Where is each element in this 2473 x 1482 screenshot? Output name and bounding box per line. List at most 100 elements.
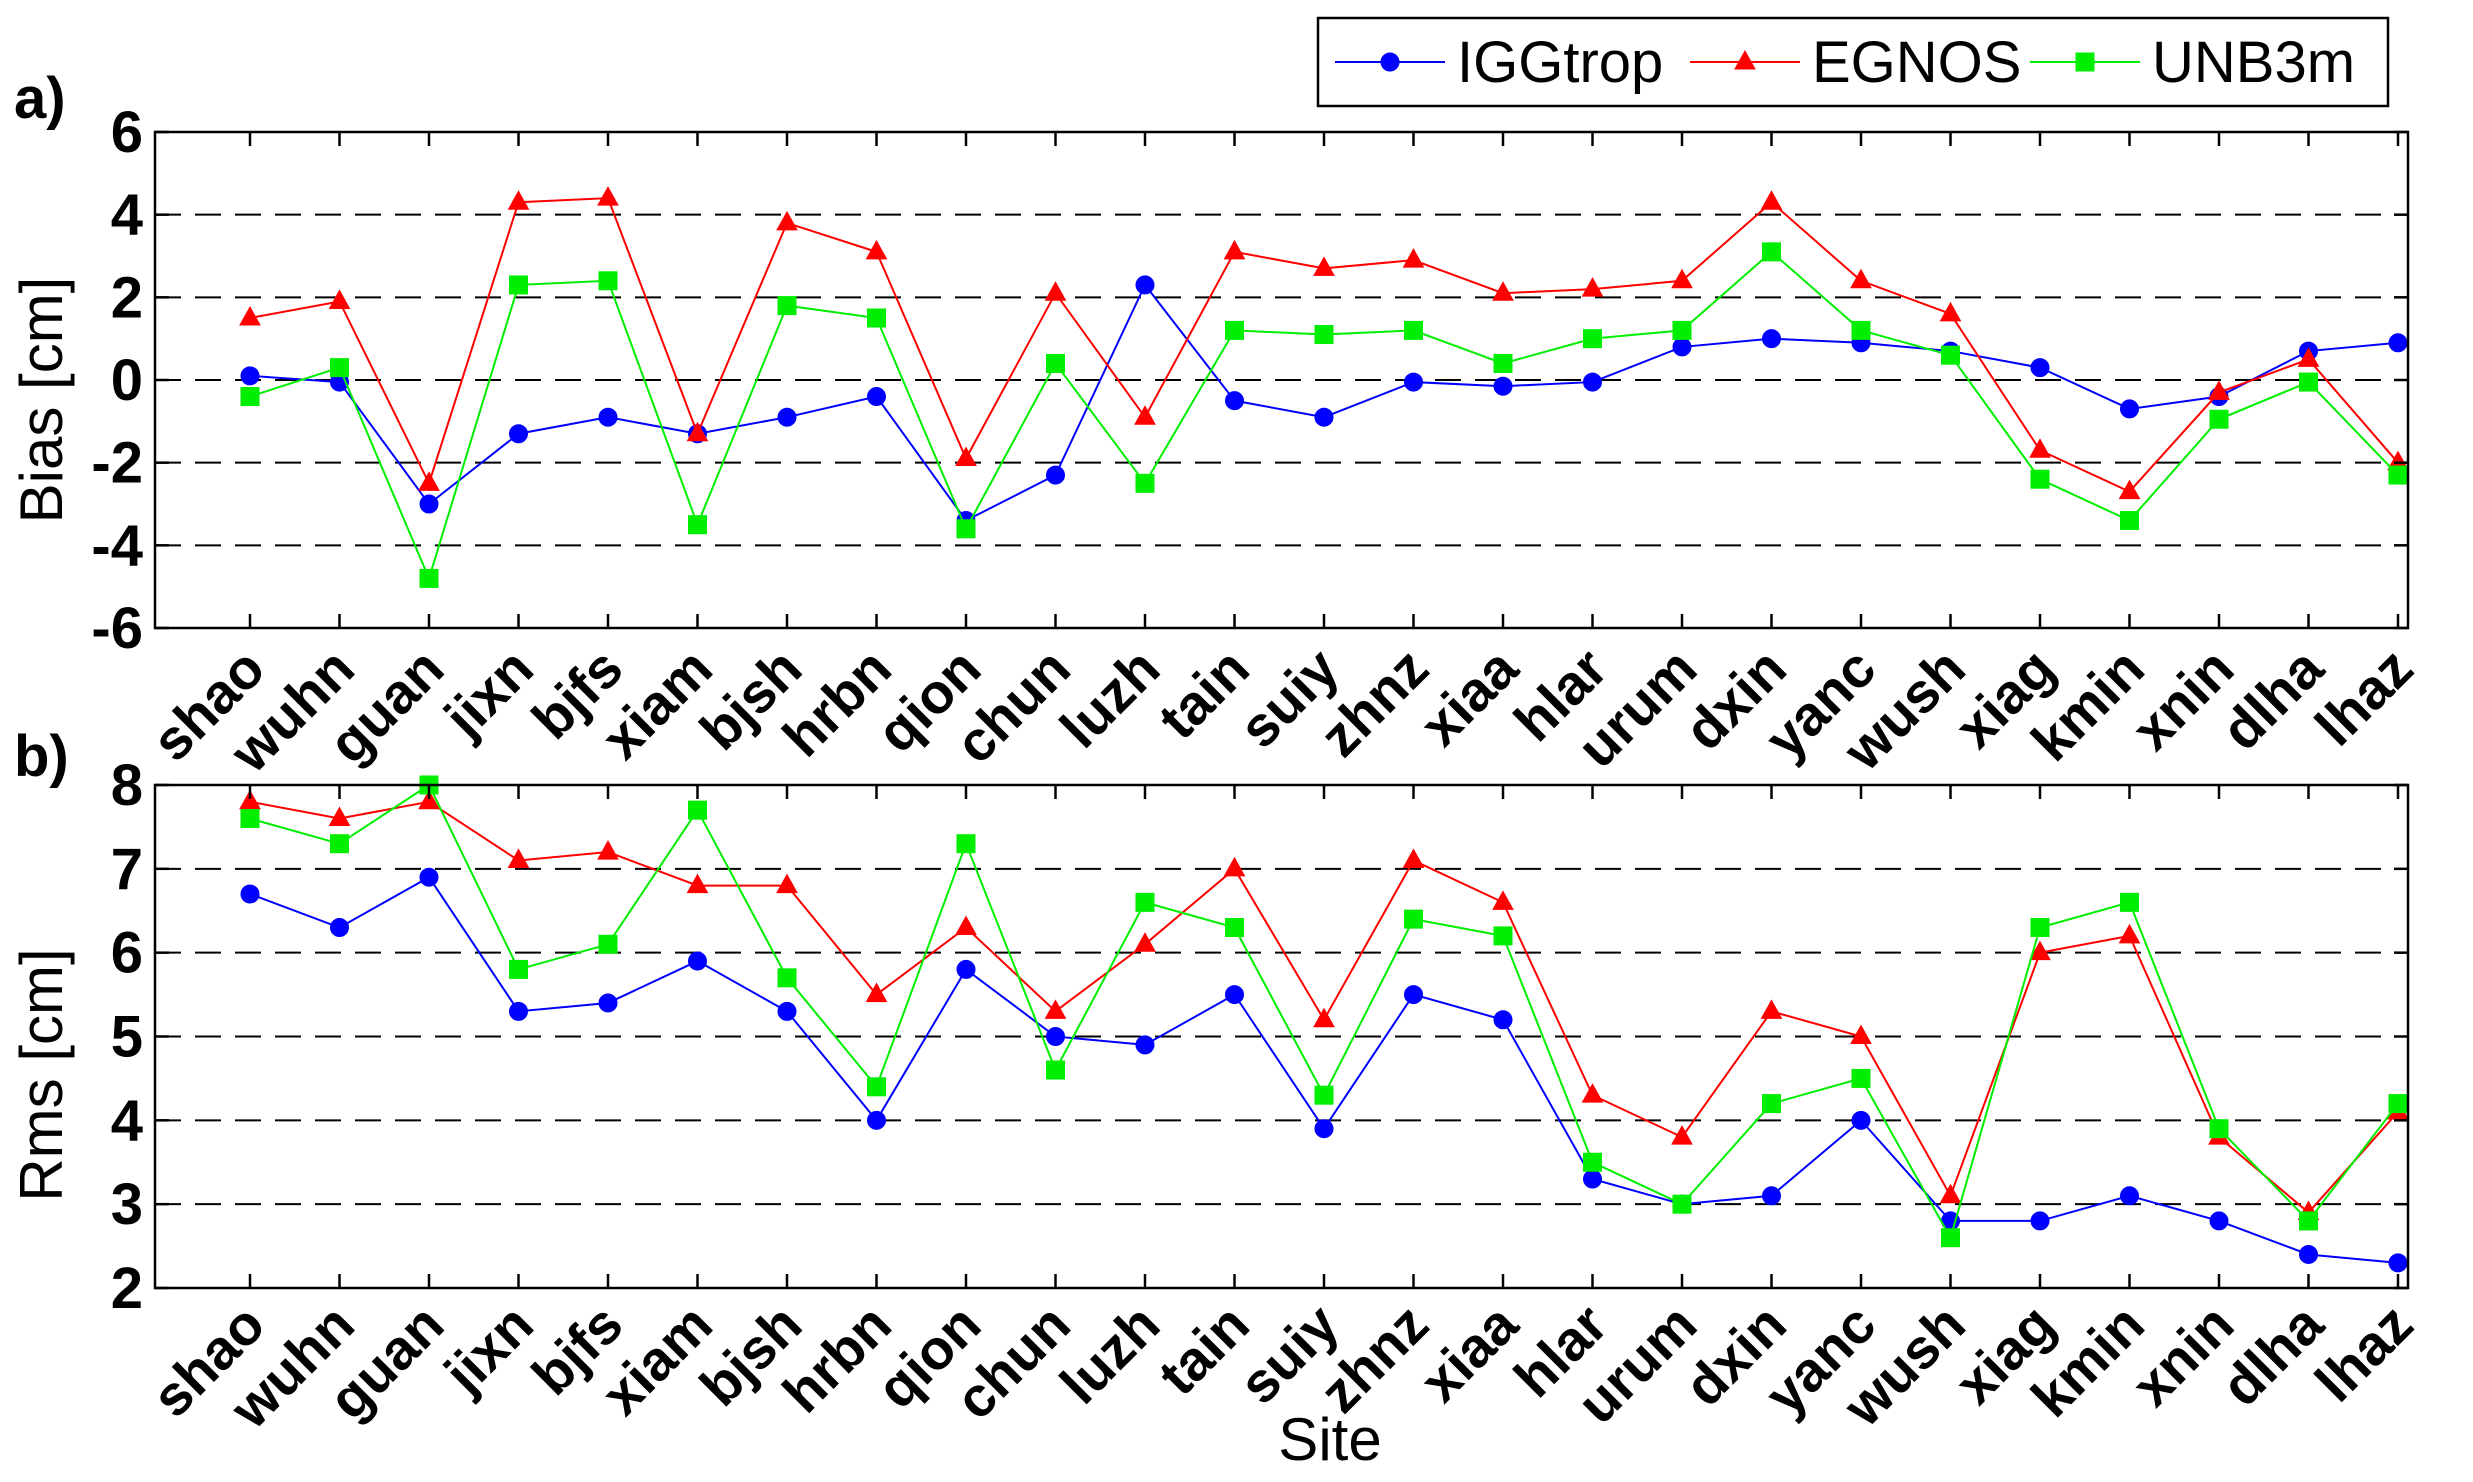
bias-point-iggtrop-xiaa bbox=[1493, 376, 1513, 396]
bias-series-egnos bbox=[239, 186, 2409, 500]
bias-site-label-xiaa: xiaa bbox=[1408, 635, 1530, 757]
bias-point-iggtrop-kmin bbox=[2120, 399, 2139, 419]
bias-ytick-label: 2 bbox=[111, 265, 143, 330]
legend-box bbox=[1316, 16, 2390, 108]
rms-grid bbox=[155, 867, 2408, 1206]
bias-point-unb3m-hrbn bbox=[867, 308, 886, 328]
bias-point-iggtrop-shao bbox=[240, 366, 260, 386]
legend-label-unb3m: UNB3m bbox=[2152, 30, 2355, 95]
legend-marker-unb3m bbox=[2075, 52, 2095, 72]
rms-point-iggtrop-suiy bbox=[1314, 1119, 1334, 1139]
rms-site-label-tain: tain bbox=[1146, 1292, 1261, 1407]
rms-point-unb3m-shao bbox=[240, 809, 260, 829]
bias-point-egnos-qion bbox=[955, 446, 977, 467]
bias-point-egnos-suiy bbox=[1313, 256, 1335, 276]
bias-x-ticks: shaowuhnguanjixnbjfsxiambjshhrbnqionchun… bbox=[140, 132, 2425, 785]
rms-point-egnos-yanc bbox=[1850, 1024, 1872, 1044]
bias-point-unb3m-yanc bbox=[1851, 320, 1871, 340]
bias-point-unb3m-xnin bbox=[2209, 409, 2229, 429]
rms-point-unb3m-zhnz bbox=[1404, 909, 1423, 929]
rms-point-unb3m-xiaa bbox=[1493, 926, 1513, 946]
rms-series bbox=[239, 775, 2409, 1273]
bias-point-iggtrop-jixn bbox=[509, 424, 528, 444]
rms-site-label-xiaa: xiaa bbox=[1408, 1291, 1530, 1413]
bias-grid bbox=[155, 213, 2408, 547]
rms-point-iggtrop-dxin bbox=[1762, 1186, 1781, 1206]
bias-series-unb3m bbox=[240, 242, 2408, 588]
rms-point-egnos-xiaa bbox=[1492, 890, 1514, 910]
rms-point-iggtrop-xiaa bbox=[1493, 1010, 1513, 1030]
rms-point-iggtrop-bjfs bbox=[598, 993, 618, 1013]
bias-point-unb3m-dlha bbox=[2299, 372, 2318, 392]
bias-ytick-label: 4 bbox=[111, 183, 143, 248]
bias-point-unb3m-luzh bbox=[1135, 473, 1155, 493]
bias-site-label-lhaz: lhaz bbox=[2303, 636, 2425, 758]
rms-point-egnos-zhnz bbox=[1402, 848, 1425, 868]
rms-point-unb3m-luzh bbox=[1135, 892, 1155, 912]
rms-point-egnos-hrbn bbox=[865, 982, 888, 1003]
legend-entry-unb3m: UNB3m bbox=[2030, 30, 2355, 95]
rms-point-iggtrop-yanc bbox=[1851, 1110, 1871, 1130]
rms-point-egnos-jixn bbox=[507, 848, 530, 868]
legend-entries: IGGtrop EGNOS UNB3m bbox=[1335, 30, 2355, 95]
bias-point-unb3m-guan bbox=[419, 568, 439, 588]
bias-point-egnos-tain bbox=[1223, 239, 1246, 260]
rms-point-egnos-bjfs bbox=[597, 840, 619, 860]
bias-point-unb3m-hlar bbox=[1583, 329, 1602, 349]
bias-ytick-label: -4 bbox=[91, 513, 143, 578]
rms-ytick-label: 3 bbox=[111, 1172, 143, 1237]
rms-y-ticks: 2 3 4 5 6 7 8 bbox=[111, 753, 2408, 1321]
bias-point-unb3m-dxin bbox=[1762, 242, 1781, 262]
rms-ytick-label: 7 bbox=[111, 837, 143, 902]
bias-point-iggtrop-urum bbox=[1672, 337, 1692, 357]
bias-point-egnos-xiaa bbox=[1492, 281, 1514, 301]
rms-point-iggtrop-lhaz bbox=[2388, 1253, 2408, 1273]
rms-series-iggtrop bbox=[240, 867, 2408, 1273]
bias-ytick-label: 0 bbox=[111, 348, 143, 413]
bias-point-iggtrop-suiy bbox=[1314, 407, 1334, 427]
rms-ytick-label: 2 bbox=[111, 1256, 143, 1321]
rms-point-egnos-chun bbox=[1044, 999, 1067, 1019]
bias-point-iggtrop-hlar bbox=[1583, 372, 1602, 392]
bias-point-unb3m-shao bbox=[240, 387, 260, 407]
rms-point-unb3m-lhaz bbox=[2388, 1094, 2408, 1114]
rms-point-egnos-guan bbox=[418, 789, 440, 810]
rms-point-unb3m-urum bbox=[1672, 1194, 1692, 1214]
bias-point-unb3m-chun bbox=[1046, 353, 1065, 373]
legend: IGGtrop EGNOS UNB3m bbox=[1316, 16, 2390, 108]
rms-point-egnos-xiam bbox=[686, 873, 709, 894]
rms-point-iggtrop-kmin bbox=[2120, 1186, 2139, 1206]
legend-marker-egnos bbox=[1734, 49, 1756, 70]
bias-site-label-jixn: jixn bbox=[432, 636, 545, 749]
rms-point-egnos-wuhn bbox=[328, 806, 351, 827]
bias-ytick-label: -2 bbox=[91, 431, 143, 496]
rms-point-unb3m-chun bbox=[1046, 1060, 1065, 1080]
rms-point-unb3m-qion bbox=[956, 834, 976, 854]
rms-site-label-luzh: luzh bbox=[1048, 1292, 1172, 1416]
rms-ytick-label: 4 bbox=[111, 1088, 143, 1153]
bias-point-iggtrop-lhaz bbox=[2388, 333, 2408, 353]
bias-point-unb3m-xiag bbox=[2030, 469, 2050, 489]
rms-point-iggtrop-xiam bbox=[688, 951, 707, 971]
bias-ytick-label: 6 bbox=[111, 100, 143, 165]
rms-point-iggtrop-guan bbox=[419, 867, 439, 887]
bias-point-iggtrop-dxin bbox=[1762, 329, 1781, 349]
rms-point-iggtrop-jixn bbox=[509, 1001, 528, 1021]
rms-point-unb3m-bjfs bbox=[598, 934, 618, 954]
rms-point-unb3m-jixn bbox=[509, 959, 528, 979]
bias-ylabel: Bias [cm] bbox=[8, 277, 75, 524]
bias-point-iggtrop-hrbn bbox=[867, 387, 886, 407]
legend-label-iggtrop: IGGtrop bbox=[1457, 30, 1663, 95]
rms-point-egnos-bjsh bbox=[776, 873, 798, 894]
bias-line-egnos bbox=[249, 197, 2399, 493]
bias-point-iggtrop-zhnz bbox=[1404, 372, 1423, 392]
bias-point-unb3m-jixn bbox=[509, 275, 528, 295]
rms-point-iggtrop-qion bbox=[956, 959, 976, 979]
bias-point-iggtrop-luzh bbox=[1135, 275, 1155, 295]
bias-point-iggtrop-tain bbox=[1225, 391, 1244, 411]
bias-site-label-tain: tain bbox=[1146, 636, 1261, 751]
rms-ytick-label: 6 bbox=[111, 921, 143, 986]
rms-point-egnos-kmin bbox=[2118, 923, 2141, 944]
rms-x-ticks: shaowuhnguanjixnbjfsxiambjshhrbnqionchun… bbox=[140, 785, 2424, 1441]
